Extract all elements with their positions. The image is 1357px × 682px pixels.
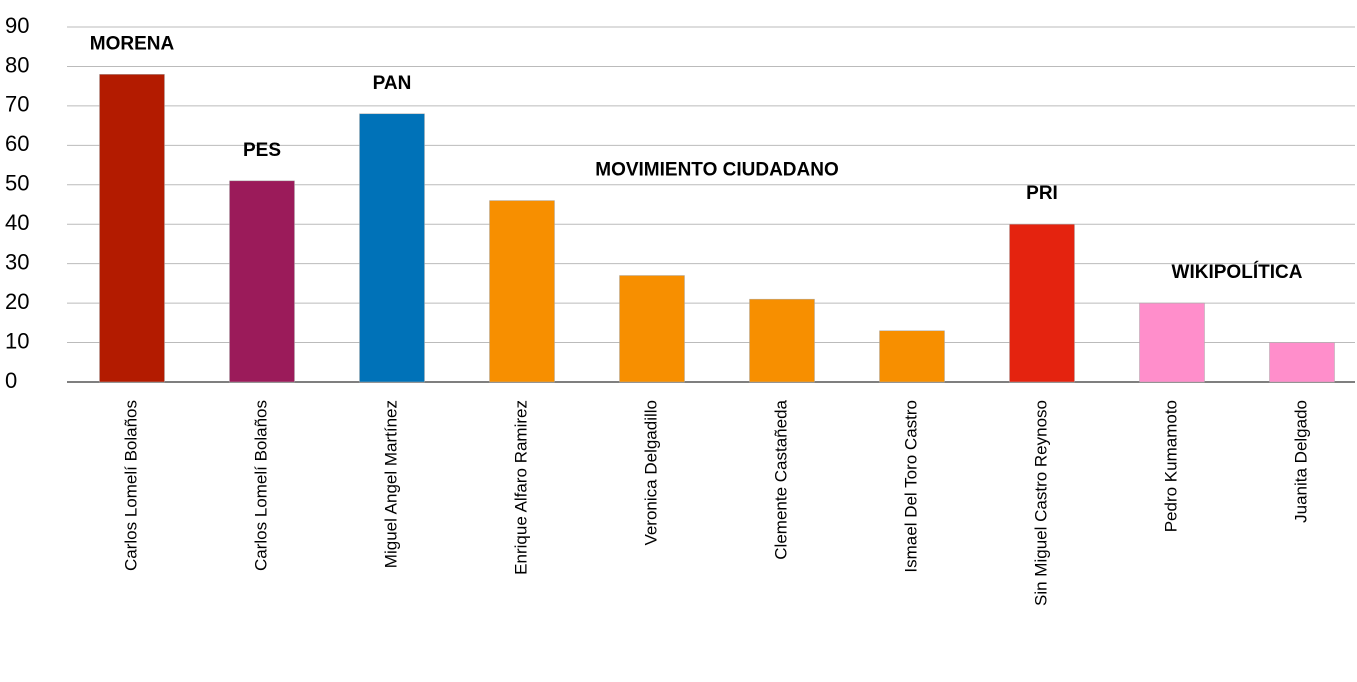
y-tick-label: 20 <box>5 289 29 314</box>
bar <box>749 298 815 383</box>
bar <box>1009 223 1075 383</box>
x-tick-label: Carlos Lomelí Bolaños <box>251 400 270 571</box>
y-tick-label: 30 <box>5 249 29 274</box>
x-tick-label: Juanita Delgado <box>1291 400 1310 523</box>
bar <box>1269 342 1335 383</box>
x-tick-label: Veronica Delgadillo <box>641 400 660 546</box>
bar <box>229 180 295 383</box>
x-tick-label: Enrique Alfaro Ramirez <box>511 400 530 575</box>
party-label: WIKIPOLÍTICA <box>1172 261 1303 283</box>
y-tick-label: 90 <box>5 13 29 38</box>
party-label: PRI <box>1026 183 1058 204</box>
bar <box>619 275 685 383</box>
x-tick-label: Ismael Del Toro Castro <box>901 400 920 573</box>
bar <box>99 74 165 383</box>
party-label: MOVIMIENTO CIUDADANO <box>595 160 838 181</box>
party-label: PAN <box>373 73 412 94</box>
party-label: MORENA <box>90 33 175 54</box>
y-tick-label: 40 <box>5 210 29 235</box>
bar <box>1139 302 1205 383</box>
bar <box>489 200 555 383</box>
y-tick-label: 80 <box>5 52 29 77</box>
y-tick-label: 60 <box>5 131 29 156</box>
x-tick-label: Sin Miguel Castro Reynoso <box>1031 400 1050 606</box>
x-tick-label: Clemente Castañeda <box>771 399 790 559</box>
y-tick-label: 50 <box>5 171 29 196</box>
y-tick-label: 70 <box>5 92 29 117</box>
bar <box>879 330 945 383</box>
x-tick-label: Miguel Angel Martínez <box>381 400 400 568</box>
party-label: PES <box>243 140 281 161</box>
y-tick-label: 0 <box>5 368 17 393</box>
bar <box>359 113 425 383</box>
y-tick-label: 10 <box>5 328 29 353</box>
x-tick-label: Carlos Lomelí Bolaños <box>121 400 140 571</box>
x-tick-label: Pedro Kumamoto <box>1161 400 1180 532</box>
